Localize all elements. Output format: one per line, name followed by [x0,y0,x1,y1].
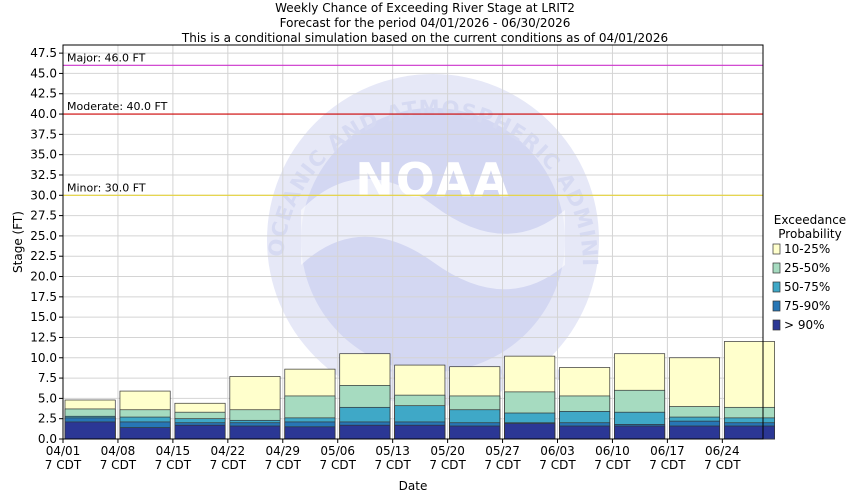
x-tick-sublabel: 7 CDT [210,458,247,472]
threshold-label: Minor: 30.0 FT [67,181,146,194]
bar-segment [339,424,391,440]
watermark-gull-shape [301,178,565,290]
y-axis: 0.0 2.5 5.0 7.5 10.0 12.5 15.0 17.5 20.0 22.5 25.0… [11,46,63,446]
legend-entry-label: 50-75% [784,280,830,294]
bar-series [64,341,775,440]
x-tick-sublabel: 7 CDT [320,458,357,472]
plot-area: NOAANATIONAL OCEANIC AND ATMOSPHERIC ADM… [0,0,775,440]
legend-swatch [772,300,781,312]
x-tick-label: 04/01 [46,444,81,458]
x-tick-sublabel: 7 CDT [539,458,576,472]
x-axis-label: Date [399,479,428,493]
y-tick-label: 30.0 [30,188,57,202]
chart-title-line: Forecast for the period 04/01/2026 - 06/… [280,16,571,30]
threshold-label: Moderate: 40.0 FT [67,100,168,113]
x-tick-sublabel: 7 CDT [374,458,411,472]
y-tick-label: 32.5 [30,168,57,182]
x-tick-sublabel: 7 CDT [649,458,686,472]
x-tick-label: 05/27 [485,444,520,458]
chart-titles: Weekly Chance of Exceeding River Stage a… [181,1,668,45]
bar-segment [284,426,336,440]
legend-entry-label: 10-25% [784,242,830,256]
bar-segment [449,425,501,440]
legend-title: Exceedance [774,213,846,227]
chart-title-line: Weekly Chance of Exceeding River Stage a… [275,1,575,15]
x-tick-label: 04/22 [211,444,246,458]
y-tick-label: 40.0 [30,107,57,121]
bar-segment [64,421,116,440]
y-tick-label: 47.5 [30,46,57,60]
x-tick-sublabel: 7 CDT [45,458,82,472]
y-tick-label: 15.0 [30,310,57,324]
x-tick-sublabel: 7 CDT [484,458,521,472]
bar-segment [119,427,171,440]
bar-segment [559,425,611,440]
x-tick-label: 04/08 [101,444,136,458]
x-tick-sublabel: 7 CDT [594,458,631,472]
x-tick-label: 05/20 [430,444,465,458]
x-tick-label: 06/10 [595,444,630,458]
y-tick-label: 35.0 [30,148,57,162]
y-tick-label: 25.0 [30,229,57,243]
flood-thresholds: Major: 46.0 FT Moderate: 40.0 FT Minor: 30… [63,51,763,196]
y-tick-label: 27.5 [30,209,57,223]
x-tick-sublabel: 7 CDT [429,458,466,472]
x-tick-sublabel: 7 CDT [265,458,302,472]
x-tick-label: 04/29 [265,444,300,458]
y-tick-label: 37.5 [30,127,57,141]
bar-segment [723,425,775,440]
bar-segment [394,424,446,440]
legend-swatch [772,262,781,274]
x-tick-label: 06/17 [650,444,685,458]
x-tick-label: 05/13 [375,444,410,458]
legend-swatch [772,319,781,331]
y-tick-label: 20.0 [30,270,57,284]
x-tick-label: 06/03 [540,444,575,458]
legend-swatch [772,243,781,255]
bar-segment [504,423,556,440]
bar-segment [669,425,721,440]
x-tick-label: 06/24 [705,444,740,458]
y-tick-label: 5.0 [38,391,57,405]
chart-title-line: This is a conditional simulation based o… [181,31,668,45]
y-tick-label: 17.5 [30,290,57,304]
y-tick-label: 12.5 [30,330,57,344]
x-tick-sublabel: 7 CDT [100,458,137,472]
y-tick-label: 0.0 [38,432,57,446]
y-tick-label: 10.0 [30,351,57,365]
x-tick-label: 04/15 [156,444,191,458]
watermark-noaa-text: NOAA [355,153,511,207]
y-tick-label: 2.5 [38,412,57,426]
legend-title: Probability [778,227,841,241]
bar-segment [174,424,226,440]
y-tick-label: 22.5 [30,249,57,263]
bar-segment [229,425,281,440]
legend-swatch [772,281,781,293]
x-tick-label: 05/06 [320,444,355,458]
y-axis-label: Stage (FT) [11,211,25,273]
y-tick-label: 45.0 [30,66,57,80]
x-tick-sublabel: 7 CDT [155,458,192,472]
x-tick-sublabel: 7 CDT [704,458,741,472]
plot-border [62,44,764,440]
legend-entry-label: 75-90% [784,299,830,313]
legend-entry-label: > 90% [784,318,825,332]
bar-segment [614,425,666,440]
y-tick-label: 42.5 [30,87,57,101]
legend-entry-label: 25-50% [784,261,830,275]
y-tick-label: 7.5 [38,371,57,385]
threshold-label: Major: 46.0 FT [67,51,146,64]
